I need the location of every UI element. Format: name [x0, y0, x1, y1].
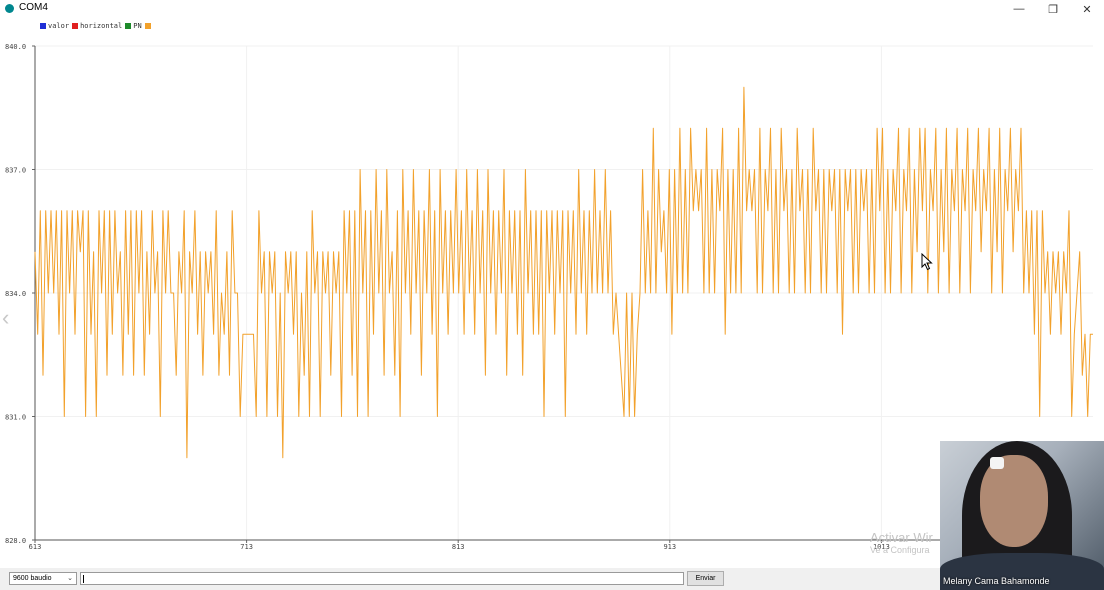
window-titlebar: COM4 — ❐ ✕ — [0, 0, 1104, 18]
x-tick-label: 913 — [663, 543, 676, 551]
x-tick-label: 713 — [240, 543, 253, 551]
x-tick-label: 613 — [29, 543, 42, 551]
send-button[interactable]: Enviar — [687, 571, 724, 586]
legend-label-horizontal: horizontal — [80, 22, 123, 30]
maximize-button[interactable]: ❐ — [1048, 3, 1058, 16]
serial-send-bar: 9600 baudio ⌄ Enviar — [0, 568, 1104, 590]
legend-swatch-pn — [125, 23, 132, 29]
webcam-overlay: Melany Cama Bahamonde — [940, 441, 1104, 590]
x-tick-label: 1013 — [873, 543, 890, 551]
arduino-app-icon — [5, 4, 14, 13]
serial-send-input[interactable] — [80, 572, 684, 585]
legend-swatch-valor — [40, 23, 46, 29]
series-line-1 — [34, 86, 1093, 459]
legend-swatch-series-4 — [144, 23, 151, 29]
baud-rate-select[interactable]: 9600 baudio ⌄ — [9, 572, 77, 585]
watermark-line-2: Ve a Configura — [870, 545, 930, 555]
legend-label-pn: PN — [133, 22, 142, 30]
baud-rate-value: 9600 baudio — [13, 575, 52, 582]
legend-entry-series-4 — [144, 23, 153, 29]
legend-swatch-horizontal — [72, 23, 79, 29]
webcam-forehead-sensor — [990, 457, 1004, 469]
mouse-pointer-icon — [921, 253, 933, 271]
y-tick-label: 840.0 — [5, 43, 26, 51]
legend-entry-pn: PN — [125, 22, 144, 30]
y-tick-label: 834.0 — [5, 290, 26, 298]
legend-entry-horizontal: horizontal — [72, 22, 125, 30]
y-tick-label: 837.0 — [5, 167, 26, 175]
y-tick-label: 828.0 — [5, 537, 26, 545]
minimize-button[interactable]: — — [1013, 3, 1025, 15]
windows-activation-watermark: Activar Wir Ve a Configura — [870, 530, 933, 556]
window-title: COM4 — [19, 2, 48, 13]
webcam-person-shirt — [940, 553, 1104, 590]
chevron-left-icon[interactable]: ‹ — [2, 305, 10, 330]
legend-label-valor: valor — [48, 22, 70, 30]
y-tick-label: 831.0 — [5, 414, 26, 422]
webcam-participant-name: Melany Cama Bahamonde — [943, 576, 1050, 586]
watermark-line-1: Activar Wir — [870, 530, 933, 545]
chevron-down-icon: ⌄ — [67, 575, 73, 582]
webcam-person-face — [980, 455, 1048, 547]
close-button[interactable]: ✕ — [1082, 3, 1092, 16]
x-tick-label: 813 — [452, 543, 465, 551]
plot-legend: valor horizontal PN — [40, 20, 153, 32]
legend-entry-valor: valor — [40, 22, 72, 30]
